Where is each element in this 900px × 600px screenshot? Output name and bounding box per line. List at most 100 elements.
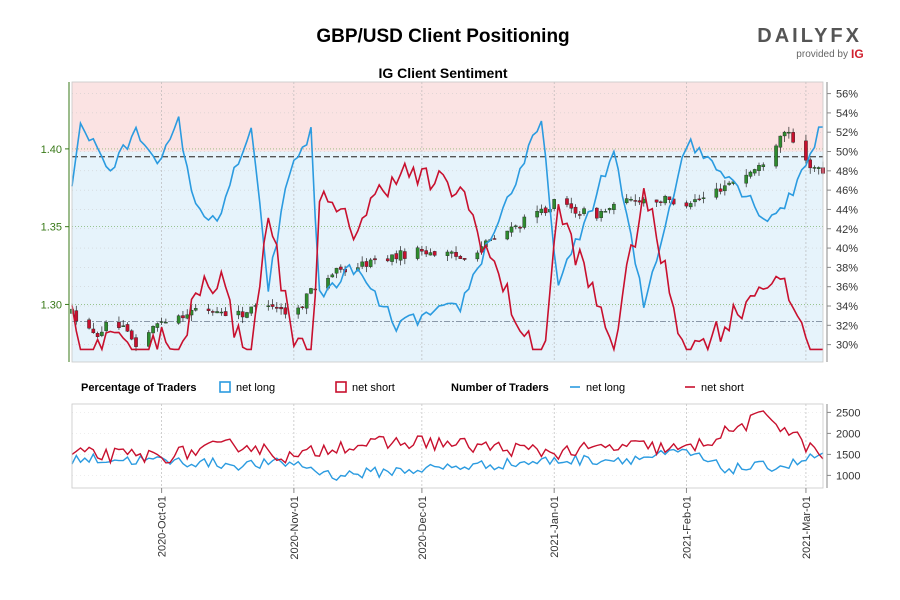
percent-tick-label: 48% bbox=[836, 166, 858, 178]
candle-body bbox=[245, 312, 249, 318]
candle-body bbox=[270, 304, 275, 307]
candle bbox=[454, 246, 458, 261]
candle bbox=[667, 196, 672, 204]
candle-body bbox=[206, 308, 211, 311]
candle bbox=[577, 211, 582, 220]
legend-swatch-pct-short bbox=[335, 381, 347, 393]
candle-body bbox=[654, 199, 659, 203]
candle-body bbox=[432, 251, 437, 256]
candle-body bbox=[816, 167, 821, 169]
candle-body bbox=[603, 211, 608, 213]
candle-body bbox=[577, 214, 582, 216]
candle bbox=[539, 204, 544, 216]
net-long-percent-line bbox=[71, 116, 824, 333]
candle-body bbox=[633, 200, 638, 202]
candle bbox=[812, 165, 817, 173]
bottom-panel-axes: 1000 1500 2000 2500 2020-Oct-01 2020-Nov-01 20… bbox=[71, 403, 860, 560]
candle-body bbox=[637, 200, 642, 203]
candle-body bbox=[134, 337, 138, 347]
candle-body bbox=[373, 258, 377, 261]
percent-tick-label: 56% bbox=[836, 89, 858, 101]
candle-body bbox=[492, 238, 497, 240]
percent-tick-label: 42% bbox=[836, 224, 858, 236]
net-short-count-line bbox=[71, 410, 824, 465]
candle bbox=[236, 305, 241, 320]
date-tick-label: 2020-Nov-01 bbox=[289, 496, 301, 560]
candle bbox=[757, 162, 761, 176]
candle-body bbox=[403, 251, 407, 259]
candle bbox=[364, 258, 369, 273]
bottom-panel-grid bbox=[72, 404, 823, 488]
candle-body bbox=[296, 307, 300, 315]
reference-lines bbox=[72, 155, 823, 323]
candle bbox=[458, 254, 463, 260]
candle bbox=[415, 245, 420, 261]
candle-body bbox=[215, 311, 219, 314]
net-short-percent-line bbox=[71, 161, 823, 353]
candle bbox=[385, 255, 390, 263]
candle-body bbox=[117, 321, 121, 328]
candle-body bbox=[428, 252, 433, 256]
candle-body bbox=[659, 201, 663, 203]
candle-body bbox=[339, 266, 343, 270]
candle bbox=[492, 235, 497, 240]
candle bbox=[74, 305, 79, 325]
candle-body bbox=[159, 321, 164, 323]
candle bbox=[403, 248, 407, 265]
count-tick-label: 2500 bbox=[836, 407, 860, 419]
candle bbox=[121, 319, 126, 327]
candle bbox=[535, 205, 539, 224]
candle bbox=[206, 304, 211, 315]
percent-tick-label: 50% bbox=[836, 147, 858, 159]
bottom-panel-frame bbox=[71, 403, 824, 489]
candle bbox=[176, 314, 181, 325]
candle-body bbox=[744, 174, 748, 184]
candle-body bbox=[415, 247, 420, 259]
candle-body bbox=[723, 185, 727, 192]
candle-body bbox=[543, 207, 548, 214]
candle bbox=[714, 182, 719, 200]
candle-body bbox=[565, 198, 569, 205]
candle bbox=[449, 250, 454, 259]
candle-body bbox=[518, 226, 522, 229]
candle-body bbox=[390, 254, 394, 262]
candle-body bbox=[535, 211, 539, 218]
candle bbox=[552, 198, 556, 211]
candle-body bbox=[219, 311, 224, 314]
candle bbox=[718, 183, 723, 195]
candle-body bbox=[266, 305, 271, 307]
candle bbox=[159, 317, 164, 326]
candle-body bbox=[249, 306, 254, 314]
candle bbox=[624, 194, 629, 205]
candle bbox=[688, 201, 693, 210]
candle-body bbox=[778, 135, 783, 148]
chart-title: GBP/USD Client Positioning bbox=[316, 26, 569, 47]
legend-label-num-long: net long bbox=[586, 382, 625, 394]
candle-body bbox=[684, 202, 689, 207]
candle-body bbox=[176, 315, 181, 324]
candle-body bbox=[424, 250, 428, 255]
legend: Percentage of Traders net long net short… bbox=[81, 381, 744, 394]
candle bbox=[654, 199, 659, 207]
candle bbox=[334, 267, 339, 279]
candle bbox=[782, 130, 787, 142]
candle bbox=[223, 307, 228, 317]
candle-body bbox=[505, 230, 510, 240]
candle bbox=[637, 197, 642, 205]
candle bbox=[181, 311, 185, 322]
candle bbox=[774, 143, 778, 169]
candle-body bbox=[95, 333, 100, 337]
price-tick-label: 1.30 bbox=[41, 299, 62, 311]
net-short-zone bbox=[72, 82, 823, 152]
count-tick-label: 1000 bbox=[836, 470, 860, 482]
candle bbox=[249, 306, 254, 316]
candle bbox=[134, 334, 138, 352]
count-tick-label: 1500 bbox=[836, 449, 860, 461]
candle-body bbox=[100, 331, 104, 336]
candle-body bbox=[595, 207, 599, 219]
date-tick-label: 2021-Jan-01 bbox=[549, 496, 561, 558]
candle bbox=[164, 318, 168, 324]
candle-body bbox=[129, 330, 134, 340]
candle bbox=[659, 200, 663, 207]
candle bbox=[565, 196, 569, 208]
